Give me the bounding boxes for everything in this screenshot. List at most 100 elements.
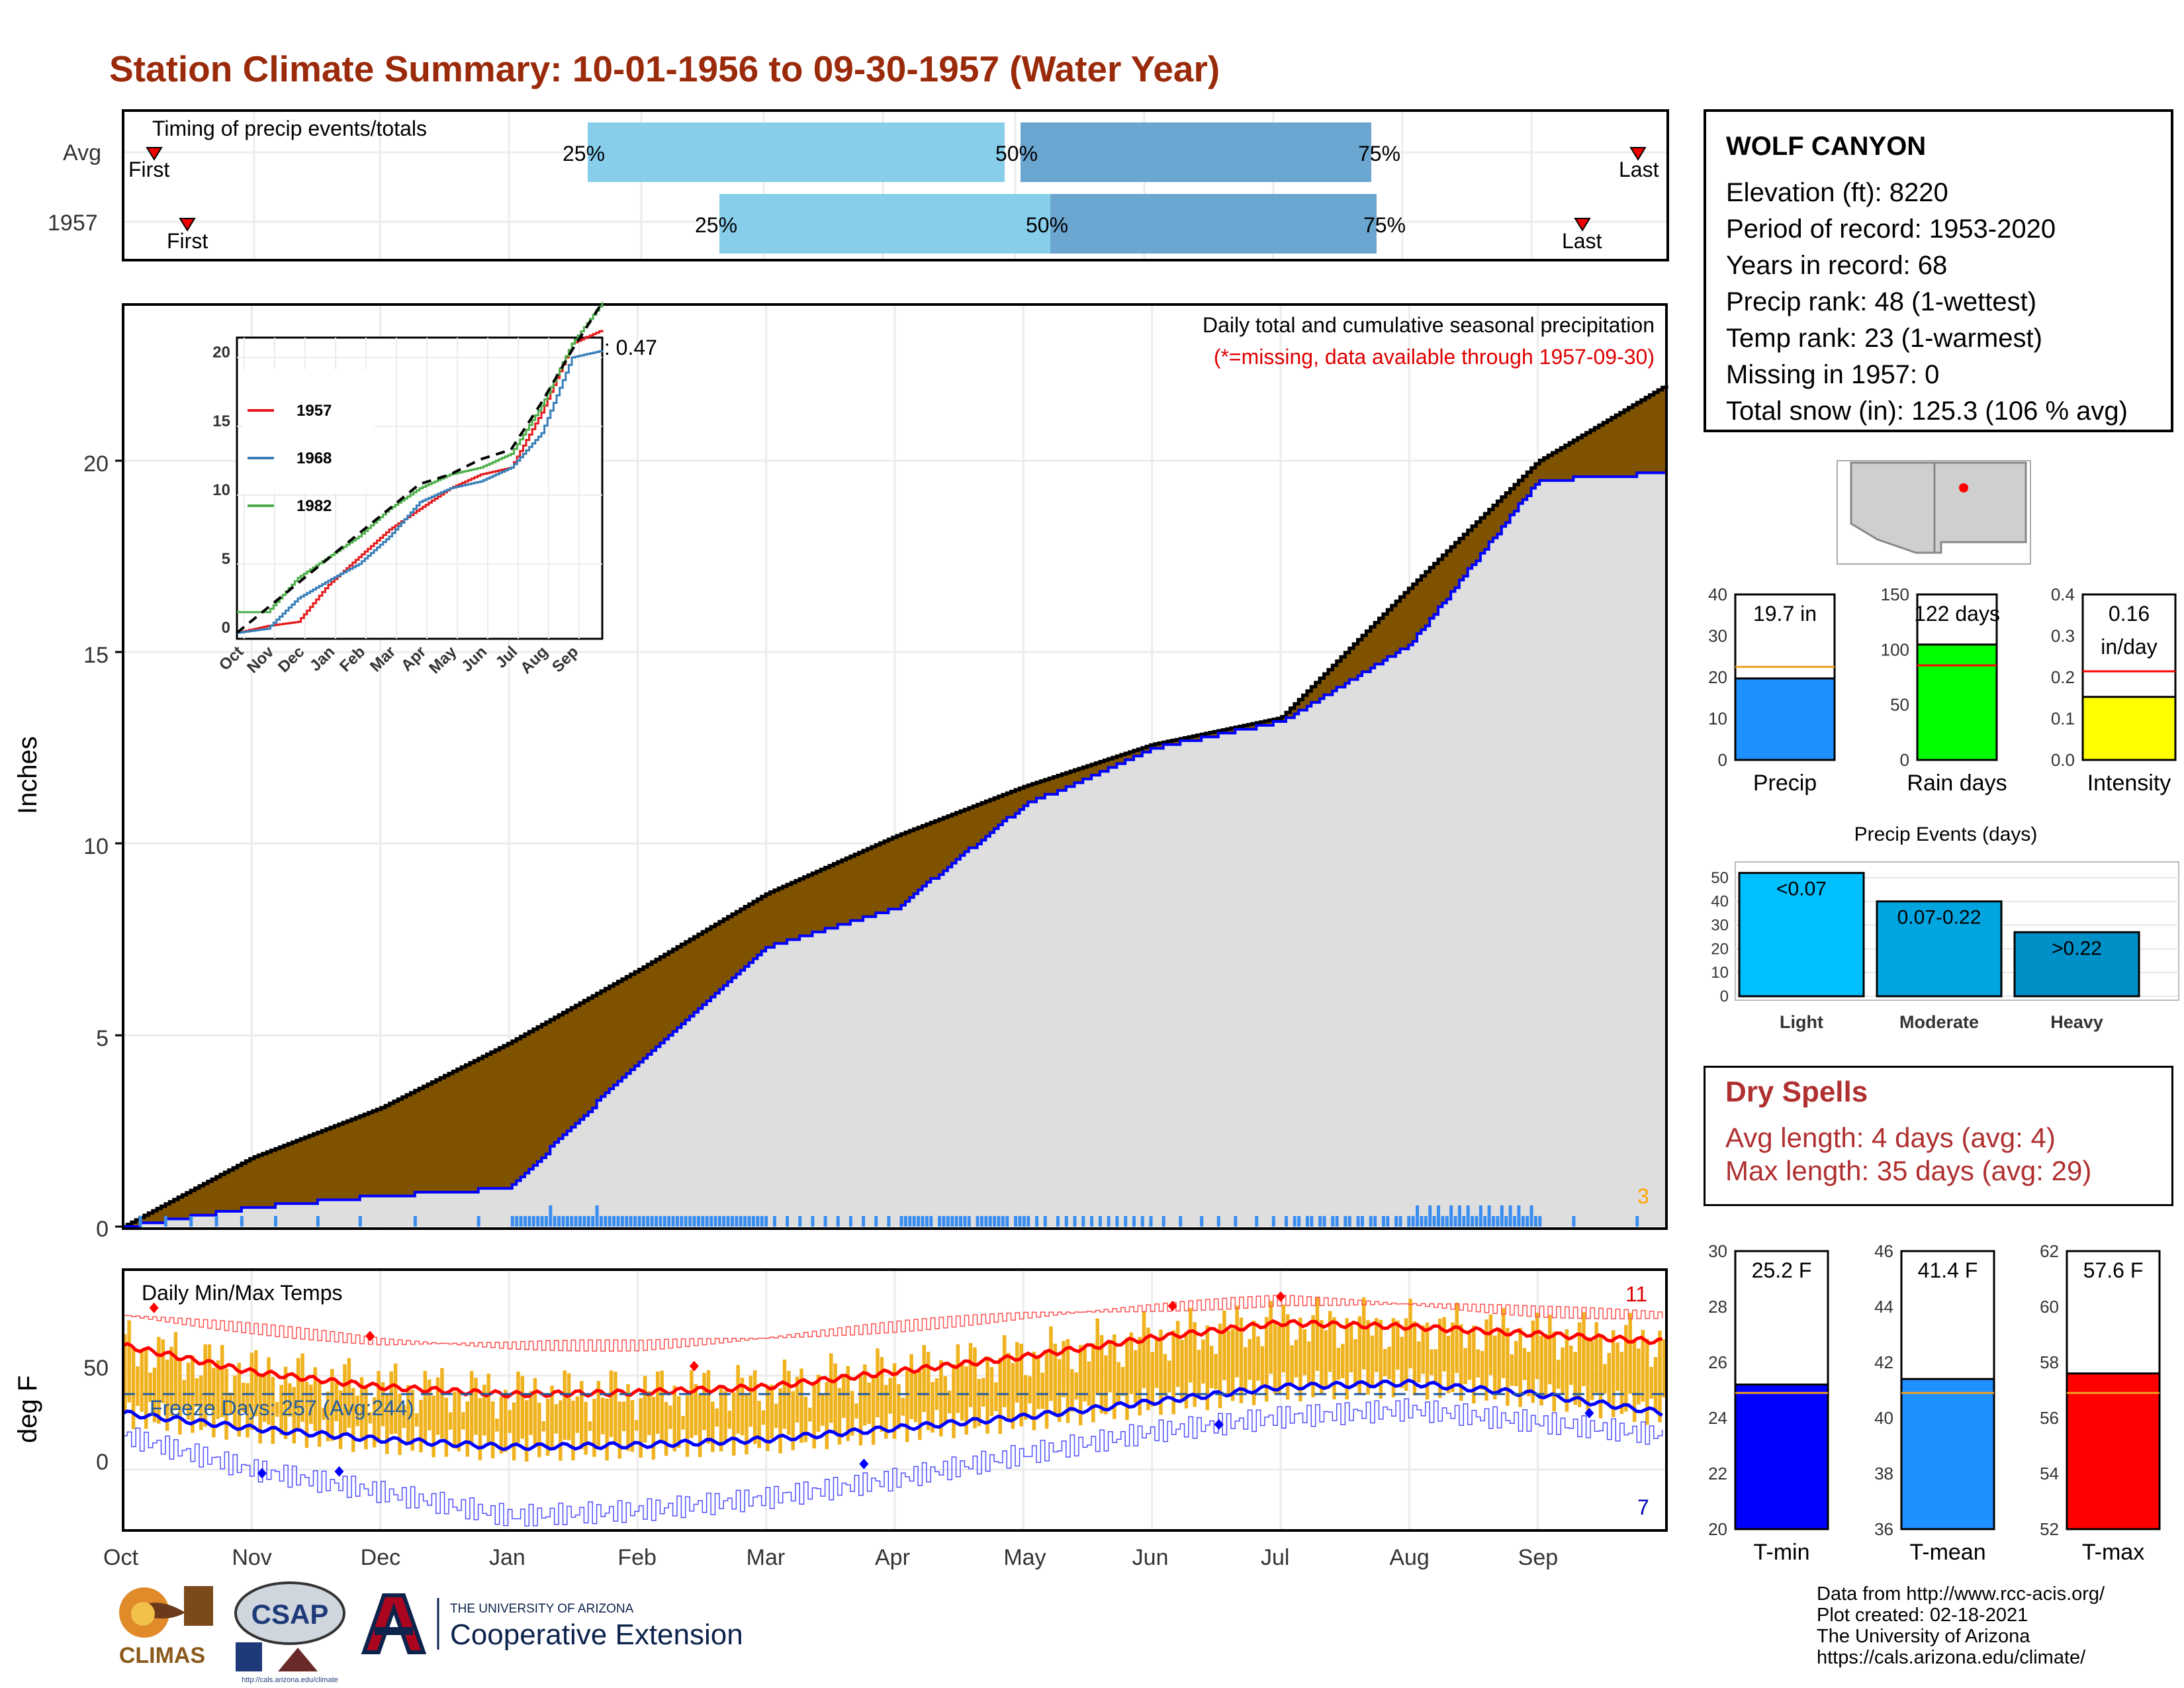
daily-temp-bar <box>1649 1366 1653 1399</box>
summary-ytick: 22 <box>1708 1464 1727 1483</box>
daily-precip-bar <box>667 1216 671 1227</box>
daily-temp-bar <box>1467 1333 1472 1380</box>
daily-temp-bar <box>304 1382 309 1448</box>
daily-temp-bar <box>1353 1339 1357 1387</box>
daily-temp-bar <box>706 1370 711 1444</box>
daily-temp-bar <box>1459 1324 1463 1401</box>
daily-temp-bar <box>165 1359 169 1431</box>
daily-temp-bar <box>1032 1351 1036 1430</box>
daily-temp-bar <box>998 1358 1003 1434</box>
daily-temp-bar <box>1336 1347 1341 1380</box>
daily-precip-bar <box>917 1216 921 1227</box>
footer-line: Data from http://www.rcc-acis.org/ <box>1817 1583 2105 1605</box>
daily-precip-bar <box>1538 1216 1542 1227</box>
year-cumulative-area <box>123 473 1666 1227</box>
daily-temp-bar <box>1260 1346 1265 1387</box>
daily-temp-bar <box>752 1370 757 1444</box>
inset-series-line <box>237 302 604 614</box>
daily-temp-bar <box>842 1377 846 1418</box>
daily-temp-bar <box>1175 1321 1180 1387</box>
daily-temp-bar <box>246 1383 250 1438</box>
daily-temp-bar <box>973 1347 977 1429</box>
daily-precip-bar <box>553 1216 557 1227</box>
precip-chart: 0 5 10 15 20 Daily total and cumulative … <box>83 301 1668 1238</box>
daily-temp-bar <box>545 1398 550 1456</box>
daily-temp-bar <box>1269 1301 1273 1374</box>
daily-temp-bar <box>351 1387 355 1452</box>
daily-temp-bar <box>469 1371 474 1444</box>
daily-temp-bar <box>1273 1322 1277 1394</box>
daily-temp-bar <box>1265 1317 1269 1402</box>
month-tick: Sep <box>1518 1545 1559 1570</box>
inset-legend-item: 1968 <box>296 449 332 467</box>
summary-value-unit: in/day <box>2101 635 2157 659</box>
daily-temp-bar <box>533 1378 537 1448</box>
daily-temp-bar <box>1193 1322 1197 1407</box>
daily-precip-bar <box>764 1216 768 1227</box>
daily-temp-bar <box>1522 1348 1527 1380</box>
daily-temp-bar <box>343 1364 347 1433</box>
daily-precip-bar <box>1453 1216 1457 1227</box>
summary-bar <box>1900 1378 1995 1530</box>
daily-temp-bar <box>228 1392 233 1413</box>
daily-precip-bar <box>1026 1216 1030 1227</box>
daily-precip-bar <box>650 1216 654 1227</box>
daily-temp-bar <box>368 1412 373 1424</box>
daily-temp-bar <box>630 1400 635 1452</box>
daily-temp-bar <box>1379 1319 1383 1399</box>
summary-ytick: 62 <box>2040 1241 2059 1261</box>
daily-temp-bar <box>825 1382 829 1450</box>
daily-temp-bar <box>398 1393 402 1455</box>
daily-temp-bar <box>520 1376 525 1439</box>
daily-precip-bar <box>1297 1216 1301 1227</box>
daily-temp-bar <box>224 1368 228 1440</box>
daily-temp-bar <box>173 1332 178 1410</box>
daily-temp-bar <box>1586 1337 1590 1414</box>
daily-precip-bar <box>709 1216 713 1227</box>
daily-temp-bar <box>715 1408 719 1427</box>
daily-temp-bar <box>1108 1340 1113 1393</box>
daily-temp-bar <box>1408 1298 1412 1369</box>
average-min-line <box>122 1378 1663 1452</box>
daily-temp-bar <box>1083 1344 1087 1402</box>
events-bar-label: <0.07 <box>1776 878 1827 900</box>
location-map <box>1837 460 2031 565</box>
daily-temp-bar <box>1383 1348 1387 1376</box>
daily-temp-bar <box>1226 1331 1231 1397</box>
daily-temp-bar <box>592 1399 596 1457</box>
daily-temp-bar <box>766 1385 770 1452</box>
daily-temp-bar <box>1015 1342 1019 1403</box>
dry-spells-box: Dry Spells Avg length: 4 days (avg: 4) M… <box>1704 1066 2173 1206</box>
daily-temp-bar <box>1057 1359 1062 1422</box>
daily-temp-bar <box>148 1372 152 1402</box>
daily-precip-bar <box>1512 1216 1516 1227</box>
daily-precip-bar <box>1533 1216 1537 1227</box>
daily-precip-bar <box>1471 1216 1475 1227</box>
record-marker <box>1584 1407 1594 1419</box>
daily-temp-bar <box>372 1397 377 1448</box>
daily-precip-bar <box>214 1216 218 1227</box>
daily-temp-bar <box>727 1410 732 1429</box>
daily-precip-bar <box>1161 1216 1165 1227</box>
summary-bar-label: T-max <box>2082 1540 2144 1565</box>
daily-temp-bar <box>1493 1335 1497 1400</box>
daily-temp-bar <box>1011 1362 1015 1429</box>
daily-precip-bar <box>1322 1216 1326 1227</box>
daily-temp-bar <box>1404 1318 1408 1391</box>
daily-temp-bar <box>288 1383 292 1417</box>
daily-temp-bar <box>1430 1349 1433 1376</box>
temp-chart: 0 50 Daily Min/Max Temps Freeze Days: 25… <box>83 1268 1668 1532</box>
daily-temp-bar <box>643 1376 647 1443</box>
daily-precip-bar <box>531 1216 535 1227</box>
daily-temp-bar <box>1133 1350 1138 1403</box>
daily-precip-bar <box>1347 1216 1351 1227</box>
daily-precip-bar <box>544 1216 548 1227</box>
daily-temp-bar <box>1603 1364 1607 1394</box>
daily-temp-bar <box>440 1368 444 1439</box>
ua-small-text: THE UNIVERSITY OF ARIZONA <box>450 1602 634 1616</box>
daily-precip-bar <box>1124 1216 1128 1227</box>
daily-precip-bar <box>976 1216 979 1227</box>
daily-temp-bar <box>414 1413 419 1427</box>
ua-extension-logo: THE UNIVERSITY OF ARIZONA Cooperative Ex… <box>357 1589 754 1662</box>
daily-temp-bar <box>385 1393 389 1454</box>
